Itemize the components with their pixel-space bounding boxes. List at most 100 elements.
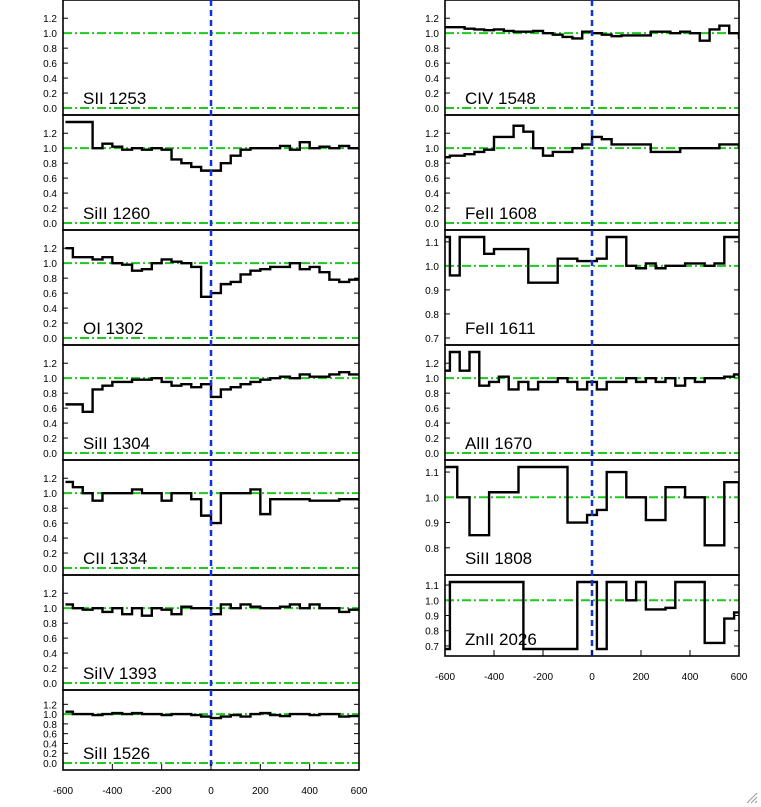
y-tick-label: 1.1	[425, 238, 439, 249]
y-tick-label: 0.8	[425, 44, 439, 55]
y-tick-label: 0.4	[425, 189, 439, 200]
y-tick-label: 1.0	[425, 262, 439, 273]
y-tick-label: 1.0	[43, 259, 57, 270]
ion-label: SiII 1526	[83, 744, 150, 763]
y-tick-label: 0.9	[425, 519, 439, 530]
resize-grip-icon[interactable]	[746, 792, 758, 804]
y-tick-label: 1.0	[425, 493, 439, 504]
y-tick-label: 1.2	[43, 700, 57, 711]
ion-label: SiII 1260	[83, 204, 150, 223]
y-tick-label: 0.2	[425, 89, 439, 100]
y-tick-label: 0.2	[425, 204, 439, 215]
y-tick-label: 1.1	[425, 468, 439, 479]
y-tick-label: 0.0	[43, 334, 57, 345]
y-tick-label: 0.8	[43, 619, 57, 630]
y-tick-label: 1.0	[425, 29, 439, 40]
y-tick-label: 0.2	[43, 89, 57, 100]
y-tick-label: 0.2	[425, 434, 439, 445]
y-tick-label: 0.8	[43, 504, 57, 515]
spectrum-series	[65, 371, 359, 414]
y-tick-label: 1.0	[43, 374, 57, 385]
ion-label: CII 1334	[83, 549, 147, 568]
y-tick-label: 0.8	[425, 544, 439, 555]
x-tick-label: 600	[731, 672, 748, 683]
y-tick-label: 0.4	[43, 534, 57, 545]
panel-feii-1608: 0.0 0.2 0.4 0.6 0.8 1.0 1.2 FeII 1608	[425, 114, 740, 231]
y-tick-label: 0.4	[425, 74, 439, 85]
panel-cii-1334: 0.0 0.2 0.4 0.6 0.8 1.0 1.2 CII 1334	[43, 459, 360, 576]
y-tick-label: 1.2	[425, 129, 439, 140]
x-tick-label: -600	[435, 672, 455, 683]
x-tick-label: -200	[533, 672, 553, 683]
y-tick-label: 0.8	[43, 720, 57, 731]
y-tick-label: 0.2	[43, 549, 57, 560]
y-tick-label: 0.4	[43, 419, 57, 430]
ion-label: FeII 1611	[465, 319, 536, 338]
x-tick-label: 0	[589, 672, 595, 683]
y-tick-label: 0.6	[43, 634, 57, 645]
y-tick-label: 1.0	[43, 604, 57, 615]
x-tick-label: -600	[53, 786, 73, 797]
x-tick-label: -400	[484, 672, 504, 683]
y-tick-label: 0.8	[425, 389, 439, 400]
y-tick-label: 0.4	[43, 649, 57, 660]
y-tick-label: 0.8	[425, 627, 439, 638]
y-tick-label: 0.4	[43, 189, 57, 200]
y-tick-label: 0.9	[425, 612, 439, 623]
y-tick-label: 0.0	[43, 104, 57, 115]
y-tick-label: 0.0	[425, 219, 439, 230]
x-axis-right: -600 -400 -200 0 200 400 600	[435, 650, 748, 683]
y-tick-label: 0.6	[425, 59, 439, 70]
x-tick-label: 0	[208, 786, 214, 797]
y-tick-label: 0.6	[425, 404, 439, 415]
ion-label: OI 1302	[83, 319, 144, 338]
panel-siii-1260: 0.0 0.2 0.4 0.6 0.8 1.0 1.2 SiII 1260	[43, 114, 360, 231]
y-tick-label: 0.4	[43, 74, 57, 85]
y-tick-label: 0.6	[43, 730, 57, 741]
panel-siii-1304: 0.0 0.2 0.4 0.6 0.8 1.0 1.2 SiII 1304	[43, 344, 360, 461]
y-tick-label: 0.8	[43, 44, 57, 55]
y-tick-label: 0.4	[43, 739, 57, 750]
x-tick-label: -200	[152, 786, 172, 797]
x-tick-label: 600	[351, 786, 368, 797]
panel-siii-1808: 0.8 0.9 1.0 1.1 SiII 1808	[425, 459, 740, 576]
panel-siiv-1393: 0.0 0.2 0.4 0.6 0.8 1.0 1.2 SiIV 1393	[43, 574, 360, 691]
panel-oi-1302: 0.0 0.2 0.4 0.6 0.8 1.0 1.2 OI 1302	[43, 229, 360, 346]
spectrum-series	[65, 710, 359, 720]
y-tick-label: 0.4	[43, 304, 57, 315]
y-tick-label: 1.2	[43, 589, 57, 600]
y-tick-label: 0.6	[43, 59, 57, 70]
panel-sii-1253: 0.0 0.2 0.4 0.6 0.8 1.0 1.2 SII 1253	[43, 0, 360, 116]
ion-label: SiII 1304	[83, 434, 150, 453]
spectrum-series	[445, 580, 739, 651]
x-axis-left: -600 -400 -200 0 200 400 600	[53, 764, 368, 797]
y-tick-label: 1.2	[43, 14, 57, 25]
y-tick-label: 0.0	[425, 449, 439, 460]
y-tick-label: 1.2	[43, 474, 57, 485]
y-tick-label: 0.8	[43, 159, 57, 170]
y-tick-label: 0.2	[43, 204, 57, 215]
y-tick-label: 0.9	[425, 286, 439, 297]
x-tick-label: 400	[301, 786, 318, 797]
y-tick-label: 0.0	[43, 564, 57, 575]
panel-siii-1526: 0.00.20.40.60.81.01.2 SiII 1526	[43, 689, 360, 771]
ion-label: AlII 1670	[465, 434, 532, 453]
y-tick-label: 0.6	[43, 174, 57, 185]
ion-label: ZnII 2026	[465, 630, 537, 649]
x-tick-label: -400	[102, 786, 122, 797]
spectrum-series	[445, 465, 739, 547]
y-tick-label: 0.8	[425, 310, 439, 321]
y-tick-label: 1.0	[43, 29, 57, 40]
y-tick-label: 0.2	[43, 749, 57, 760]
panel-alii-1670: 0.0 0.2 0.4 0.6 0.8 1.0 1.2 AlII 1670	[425, 344, 740, 461]
ion-label: SII 1253	[83, 89, 146, 108]
y-tick-label: 1.2	[43, 244, 57, 255]
ion-label: FeII 1608	[465, 204, 537, 223]
y-tick-label: 0.8	[43, 274, 57, 285]
y-tick-label: 0.7	[425, 642, 439, 653]
spectrum-series	[65, 120, 359, 172]
panel-znii-2026: 0.7 0.8 0.9 1.0 1.1 ZnII 2026	[425, 574, 740, 657]
spectrum-series	[445, 235, 739, 284]
